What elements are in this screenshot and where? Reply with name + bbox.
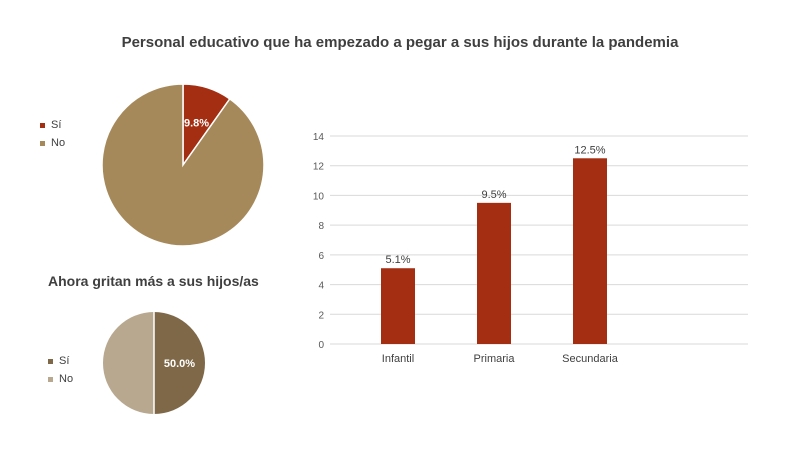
y-tick-label-0: 0 (318, 340, 324, 351)
legend2-item-no: No (48, 370, 73, 388)
pie2-slice-si (154, 312, 205, 414)
y-tick-label-10: 10 (313, 191, 325, 202)
bar-primaria (477, 202, 511, 344)
pie2-data-label-si: 50.0% (164, 358, 195, 370)
x-tick-label-secundaria: Secundaria (562, 353, 619, 365)
pie1-data-label-si: 9.8% (184, 118, 209, 130)
pie1-slice-no (101, 83, 265, 247)
bar-data-label-infantil: 5.1% (385, 254, 410, 266)
bar-data-label-primaria: 9.5% (481, 189, 506, 201)
y-tick-label-2: 2 (318, 310, 324, 321)
legend-label-si: Sí (51, 119, 62, 131)
bar-infantil (381, 268, 415, 344)
legend2-swatch-si (48, 358, 53, 364)
legend2-label-no: No (59, 373, 74, 385)
y-tick-label-14: 14 (313, 132, 325, 143)
legend-swatch-si (40, 122, 45, 128)
pie-chart-gritan: 50.0% (103, 312, 205, 414)
pie2-legend: Sí No (48, 352, 73, 388)
legend2-item-si: Sí (48, 352, 73, 370)
pie1-legend: Sí No (40, 116, 65, 152)
bar-chart: 0 2 4 6 8 10 12 14 5.1% 9.5% 12.5% Infantil Primar… (313, 132, 748, 365)
y-tick-label-8: 8 (318, 221, 324, 232)
legend2-swatch-no (48, 376, 53, 382)
legend-item-si: Sí (40, 116, 65, 134)
pie-chart-main: 9.8% (101, 83, 265, 247)
bar-data-label-secundaria: 12.5% (574, 144, 605, 156)
bar-secundaria (573, 158, 607, 344)
y-tick-label-4: 4 (318, 281, 324, 292)
pie2-title: Ahora gritan más a sus hijos/as (48, 273, 259, 289)
legend-label-no: No (51, 137, 66, 149)
page-title: Personal educativo que ha empezado a peg… (121, 34, 679, 51)
y-tick-label-12: 12 (313, 162, 325, 173)
x-tick-label-infantil: Infantil (382, 353, 414, 365)
y-tick-label-6: 6 (318, 251, 324, 262)
legend2-label-si: Sí (59, 355, 70, 367)
x-tick-label-primaria: Primaria (474, 353, 516, 365)
pie2-slice-no (103, 312, 154, 414)
legend-item-no: No (40, 134, 65, 152)
legend-swatch-no (40, 140, 45, 146)
